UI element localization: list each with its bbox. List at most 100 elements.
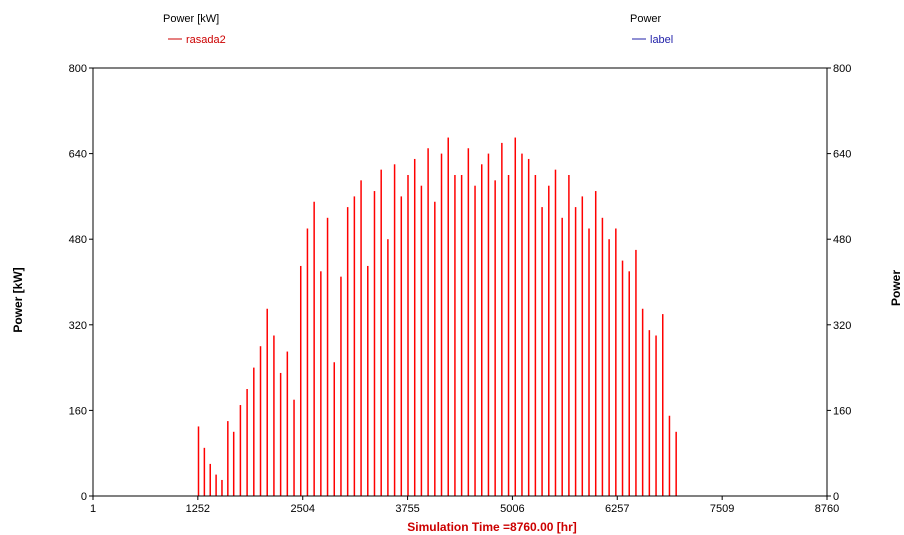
bar	[668, 415, 671, 496]
bar	[259, 346, 262, 496]
bar	[326, 217, 329, 497]
bar	[507, 175, 510, 496]
bar	[648, 330, 651, 496]
bar	[227, 421, 229, 496]
bar	[467, 148, 470, 496]
y-tick-label-right: 320	[833, 320, 851, 332]
bar-series-rasada2	[197, 137, 677, 497]
x-tick-label: 6257	[605, 503, 629, 515]
bar	[501, 142, 503, 496]
bar	[266, 308, 268, 496]
bar	[662, 314, 664, 496]
bar	[581, 196, 584, 496]
bar	[588, 228, 590, 496]
bar	[380, 169, 382, 496]
bar	[494, 180, 496, 496]
bar	[447, 137, 449, 497]
bar	[481, 164, 483, 497]
bar	[608, 239, 610, 496]
x-tick-label: 1	[90, 503, 96, 515]
bar	[313, 201, 315, 496]
bar	[209, 463, 211, 496]
bar	[454, 175, 456, 496]
bar	[221, 479, 223, 496]
bar	[333, 362, 336, 496]
bar	[413, 158, 416, 496]
x-tick-label: 5006	[500, 503, 524, 515]
bar	[541, 207, 543, 496]
bar	[215, 474, 217, 496]
bar	[621, 260, 624, 496]
bar	[293, 399, 295, 496]
bar	[554, 169, 557, 496]
bar	[353, 196, 356, 496]
y-tick-label-left: 480	[69, 234, 87, 246]
bar	[628, 271, 630, 496]
bar	[615, 228, 617, 496]
bar	[387, 239, 389, 496]
bar	[367, 265, 369, 496]
bar	[246, 389, 248, 496]
y-axis-label-right: Power	[889, 270, 903, 306]
bar	[460, 175, 463, 496]
legend-right-title: Power	[630, 13, 662, 25]
bar	[655, 335, 657, 496]
y-axis-ticks-right: 0 160 320 480 640 800	[827, 63, 851, 503]
bar	[320, 271, 322, 496]
bar	[487, 153, 490, 496]
bar	[373, 191, 376, 497]
legend-left-title: Power [kW]	[163, 13, 219, 25]
bar	[273, 335, 275, 496]
bar	[299, 265, 302, 496]
bar	[527, 158, 530, 496]
x-tick-label: 8760	[815, 503, 839, 515]
x-tick-label: 7509	[710, 503, 734, 515]
bar	[574, 207, 577, 496]
x-tick-label: 3755	[395, 503, 419, 515]
y-tick-label-left: 640	[69, 149, 87, 161]
legend-right-series: label	[650, 34, 673, 46]
bar	[420, 185, 423, 496]
bar	[427, 148, 429, 496]
bar	[601, 217, 604, 497]
bar	[440, 153, 443, 496]
bar	[641, 308, 644, 496]
y-tick-label-right: 800	[833, 63, 851, 75]
y-tick-label-left: 800	[69, 63, 87, 75]
y-tick-label-right: 0	[833, 491, 839, 503]
bar	[635, 249, 637, 496]
bar	[514, 137, 517, 497]
bar	[286, 351, 289, 496]
bar	[203, 447, 206, 496]
bar	[407, 175, 409, 496]
bar	[534, 175, 537, 496]
bar	[253, 367, 255, 496]
x-axis-label: Simulation Time =8760.00 [hr]	[407, 520, 577, 534]
bar	[360, 180, 362, 496]
y-tick-label-right: 160	[833, 405, 851, 417]
y-tick-label-right: 640	[833, 149, 851, 161]
bar	[340, 276, 342, 496]
bar	[548, 185, 550, 496]
bar	[279, 372, 282, 496]
y-tick-label-left: 320	[69, 320, 87, 332]
y-axis-ticks-left: 0 160 320 480 640 800	[69, 63, 93, 503]
bar	[393, 164, 396, 497]
x-tick-label: 1252	[186, 503, 210, 515]
bar	[400, 196, 403, 496]
bar	[521, 153, 523, 496]
bar	[239, 405, 242, 496]
legend-left-series: rasada2	[186, 34, 226, 46]
bar	[561, 217, 563, 497]
x-tick-label: 2504	[291, 503, 315, 515]
bar	[306, 228, 309, 496]
bar	[197, 426, 200, 496]
y-tick-label-left: 160	[69, 405, 87, 417]
bar	[474, 185, 476, 496]
y-tick-label-left: 0	[81, 491, 87, 503]
y-axis-label-left: Power [kW]	[11, 267, 25, 332]
bar	[232, 431, 235, 496]
bar	[434, 201, 436, 496]
bar	[568, 175, 570, 496]
